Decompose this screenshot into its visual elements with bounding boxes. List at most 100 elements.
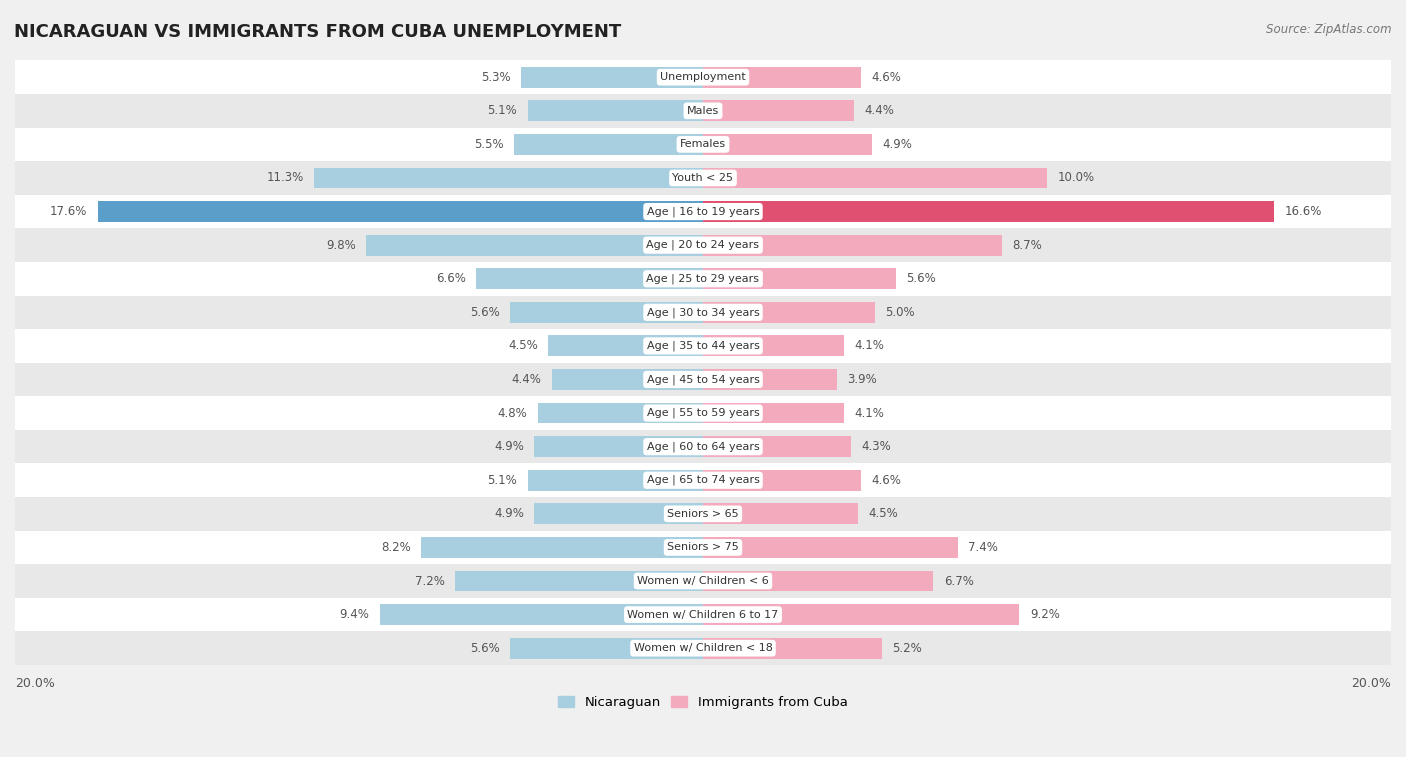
Text: 5.5%: 5.5% — [474, 138, 503, 151]
Text: Seniors > 75: Seniors > 75 — [666, 543, 740, 553]
Bar — [15, 195, 1391, 229]
Bar — [703, 335, 844, 357]
Text: Source: ZipAtlas.com: Source: ZipAtlas.com — [1267, 23, 1392, 36]
Text: 4.4%: 4.4% — [512, 373, 541, 386]
Bar — [534, 436, 703, 457]
Bar — [703, 403, 844, 423]
Bar — [420, 537, 703, 558]
Text: Age | 65 to 74 years: Age | 65 to 74 years — [647, 475, 759, 485]
Bar — [703, 302, 875, 322]
Text: Females: Females — [681, 139, 725, 149]
Text: 4.9%: 4.9% — [495, 507, 524, 520]
Text: 4.3%: 4.3% — [862, 440, 891, 453]
Text: 4.1%: 4.1% — [855, 339, 884, 353]
Bar — [534, 503, 703, 525]
Bar — [15, 229, 1391, 262]
Legend: Nicaraguan, Immigrants from Cuba: Nicaraguan, Immigrants from Cuba — [553, 690, 853, 714]
Bar — [703, 436, 851, 457]
Bar — [15, 497, 1391, 531]
Bar — [703, 637, 882, 659]
Text: 4.4%: 4.4% — [865, 104, 894, 117]
Text: 20.0%: 20.0% — [1351, 677, 1391, 690]
Bar — [703, 571, 934, 591]
Text: 5.6%: 5.6% — [470, 306, 501, 319]
Text: Age | 20 to 24 years: Age | 20 to 24 years — [647, 240, 759, 251]
Bar — [538, 403, 703, 423]
Text: 20.0%: 20.0% — [15, 677, 55, 690]
Bar — [15, 430, 1391, 463]
Bar — [703, 604, 1019, 625]
Text: 7.4%: 7.4% — [967, 541, 998, 554]
Bar — [456, 571, 703, 591]
Text: 8.2%: 8.2% — [381, 541, 411, 554]
Text: Women w/ Children < 18: Women w/ Children < 18 — [634, 643, 772, 653]
Bar — [15, 564, 1391, 598]
Bar — [513, 134, 703, 154]
Bar — [380, 604, 703, 625]
Text: 4.5%: 4.5% — [508, 339, 538, 353]
Text: 5.6%: 5.6% — [905, 273, 936, 285]
Bar — [366, 235, 703, 256]
Text: Age | 45 to 54 years: Age | 45 to 54 years — [647, 374, 759, 385]
Text: Males: Males — [688, 106, 718, 116]
Text: Age | 16 to 19 years: Age | 16 to 19 years — [647, 207, 759, 217]
Bar — [703, 369, 837, 390]
Text: 17.6%: 17.6% — [49, 205, 87, 218]
Bar — [15, 329, 1391, 363]
Text: Age | 35 to 44 years: Age | 35 to 44 years — [647, 341, 759, 351]
Text: Women w/ Children 6 to 17: Women w/ Children 6 to 17 — [627, 609, 779, 619]
Text: Youth < 25: Youth < 25 — [672, 173, 734, 183]
Text: 9.2%: 9.2% — [1029, 608, 1060, 621]
Text: Age | 25 to 29 years: Age | 25 to 29 years — [647, 273, 759, 284]
Text: 4.9%: 4.9% — [882, 138, 911, 151]
Text: 5.3%: 5.3% — [481, 70, 510, 84]
Bar — [703, 101, 855, 121]
Bar — [15, 161, 1391, 195]
Text: 5.2%: 5.2% — [893, 642, 922, 655]
Bar — [15, 463, 1391, 497]
Text: 5.1%: 5.1% — [488, 474, 517, 487]
Text: 3.9%: 3.9% — [848, 373, 877, 386]
Text: 11.3%: 11.3% — [267, 172, 304, 185]
Bar — [97, 201, 703, 222]
Text: 4.6%: 4.6% — [872, 70, 901, 84]
Text: Unemployment: Unemployment — [661, 72, 745, 83]
Bar — [703, 67, 862, 88]
Bar — [510, 637, 703, 659]
Text: Women w/ Children < 6: Women w/ Children < 6 — [637, 576, 769, 586]
Text: 4.9%: 4.9% — [495, 440, 524, 453]
Bar — [703, 134, 872, 154]
Text: 16.6%: 16.6% — [1284, 205, 1322, 218]
Bar — [703, 268, 896, 289]
Bar — [703, 235, 1002, 256]
Text: 4.1%: 4.1% — [855, 407, 884, 419]
Bar — [15, 396, 1391, 430]
Text: 5.1%: 5.1% — [488, 104, 517, 117]
Bar — [703, 537, 957, 558]
Bar — [527, 101, 703, 121]
Text: 5.6%: 5.6% — [470, 642, 501, 655]
Text: 4.5%: 4.5% — [868, 507, 898, 520]
Text: 9.4%: 9.4% — [339, 608, 370, 621]
Bar — [548, 335, 703, 357]
Text: 9.8%: 9.8% — [326, 238, 356, 251]
Text: NICARAGUAN VS IMMIGRANTS FROM CUBA UNEMPLOYMENT: NICARAGUAN VS IMMIGRANTS FROM CUBA UNEMP… — [14, 23, 621, 41]
Bar — [15, 94, 1391, 128]
Bar — [703, 503, 858, 525]
Text: Seniors > 65: Seniors > 65 — [668, 509, 738, 519]
Bar — [15, 631, 1391, 665]
Text: 5.0%: 5.0% — [886, 306, 915, 319]
Bar — [15, 262, 1391, 295]
Bar — [15, 531, 1391, 564]
Text: 8.7%: 8.7% — [1012, 238, 1042, 251]
Bar — [15, 61, 1391, 94]
Text: 10.0%: 10.0% — [1057, 172, 1094, 185]
Bar — [703, 470, 862, 491]
Text: 4.8%: 4.8% — [498, 407, 527, 419]
Bar — [527, 470, 703, 491]
Bar — [15, 295, 1391, 329]
Bar — [703, 167, 1047, 188]
Bar — [315, 167, 703, 188]
Bar — [15, 128, 1391, 161]
Bar — [703, 201, 1274, 222]
